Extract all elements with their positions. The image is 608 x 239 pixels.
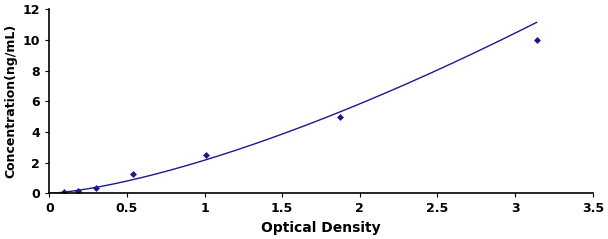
Y-axis label: Concentration(ng/mL): Concentration(ng/mL) xyxy=(4,24,17,178)
X-axis label: Optical Density: Optical Density xyxy=(261,221,381,235)
